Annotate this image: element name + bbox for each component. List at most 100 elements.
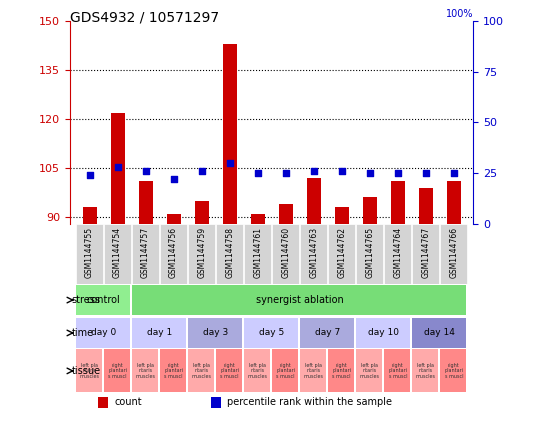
Text: GSM1144764: GSM1144764 bbox=[393, 227, 402, 277]
Text: GDS4932 / 10571297: GDS4932 / 10571297 bbox=[70, 11, 219, 25]
Text: count: count bbox=[114, 397, 142, 407]
Text: GSM1144762: GSM1144762 bbox=[337, 227, 346, 277]
FancyBboxPatch shape bbox=[244, 318, 298, 348]
Text: left pla
ntaris
muscles: left pla ntaris muscles bbox=[192, 363, 211, 379]
Text: GSM1144765: GSM1144765 bbox=[365, 227, 374, 277]
FancyBboxPatch shape bbox=[272, 349, 298, 393]
Text: left pla
ntaris
muscles: left pla ntaris muscles bbox=[304, 363, 324, 379]
FancyBboxPatch shape bbox=[412, 318, 466, 348]
Bar bbox=[139, 181, 153, 423]
Text: GSM1144758: GSM1144758 bbox=[225, 227, 234, 277]
Text: day 10: day 10 bbox=[369, 328, 399, 338]
FancyBboxPatch shape bbox=[132, 223, 159, 283]
Text: GSM1144761: GSM1144761 bbox=[253, 227, 262, 277]
Text: day 3: day 3 bbox=[203, 328, 228, 338]
Point bbox=[337, 168, 346, 174]
Point bbox=[169, 176, 178, 182]
Text: tissue: tissue bbox=[72, 366, 101, 376]
Text: day 5: day 5 bbox=[259, 328, 284, 338]
Text: control: control bbox=[87, 295, 121, 305]
Point bbox=[421, 170, 430, 176]
FancyBboxPatch shape bbox=[216, 223, 243, 283]
Text: GSM1144760: GSM1144760 bbox=[281, 227, 290, 277]
Text: left pla
ntaris
muscles: left pla ntaris muscles bbox=[136, 363, 155, 379]
Text: left pla
ntaris
muscles: left pla ntaris muscles bbox=[360, 363, 380, 379]
FancyBboxPatch shape bbox=[412, 223, 439, 283]
FancyBboxPatch shape bbox=[441, 223, 468, 283]
Text: GSM1144757: GSM1144757 bbox=[141, 227, 150, 277]
FancyBboxPatch shape bbox=[300, 318, 355, 348]
Text: day 7: day 7 bbox=[315, 328, 341, 338]
FancyBboxPatch shape bbox=[328, 223, 355, 283]
Text: percentile rank within the sample: percentile rank within the sample bbox=[227, 397, 392, 407]
Text: time: time bbox=[72, 328, 94, 338]
Text: right
plantari
s muscl: right plantari s muscl bbox=[276, 363, 295, 379]
FancyBboxPatch shape bbox=[132, 349, 158, 393]
FancyBboxPatch shape bbox=[356, 223, 383, 283]
FancyBboxPatch shape bbox=[103, 349, 130, 393]
Bar bbox=[279, 204, 293, 423]
Point bbox=[225, 159, 234, 166]
FancyBboxPatch shape bbox=[216, 349, 242, 393]
Bar bbox=[98, 397, 108, 408]
Text: GSM1144754: GSM1144754 bbox=[113, 227, 122, 277]
FancyBboxPatch shape bbox=[188, 349, 214, 393]
FancyBboxPatch shape bbox=[132, 285, 466, 315]
Text: right
plantari
s muscl: right plantari s muscl bbox=[332, 363, 351, 379]
Bar bbox=[447, 181, 461, 423]
Point bbox=[281, 170, 290, 176]
FancyBboxPatch shape bbox=[244, 223, 271, 283]
Bar bbox=[419, 188, 433, 423]
Text: left pla
ntaris
muscles: left pla ntaris muscles bbox=[80, 363, 100, 379]
Text: right
plantari
s muscl: right plantari s muscl bbox=[220, 363, 239, 379]
Bar bbox=[82, 207, 96, 423]
Text: GSM1144763: GSM1144763 bbox=[309, 227, 318, 277]
Text: right
plantari
s muscl: right plantari s muscl bbox=[108, 363, 127, 379]
Bar bbox=[211, 397, 221, 408]
Point bbox=[365, 170, 374, 176]
Text: stress: stress bbox=[72, 295, 101, 305]
Point bbox=[253, 170, 262, 176]
Text: day 1: day 1 bbox=[147, 328, 172, 338]
FancyBboxPatch shape bbox=[440, 349, 466, 393]
FancyBboxPatch shape bbox=[272, 223, 299, 283]
Bar bbox=[195, 201, 209, 423]
FancyBboxPatch shape bbox=[75, 318, 130, 348]
Text: right
plantari
s muscl: right plantari s muscl bbox=[444, 363, 463, 379]
Bar bbox=[111, 113, 125, 423]
FancyBboxPatch shape bbox=[300, 223, 327, 283]
Bar bbox=[307, 178, 321, 423]
FancyBboxPatch shape bbox=[160, 223, 187, 283]
FancyBboxPatch shape bbox=[356, 318, 410, 348]
Text: right
plantari
s muscl: right plantari s muscl bbox=[164, 363, 183, 379]
Text: synergist ablation: synergist ablation bbox=[256, 295, 344, 305]
Text: day 14: day 14 bbox=[424, 328, 455, 338]
FancyBboxPatch shape bbox=[160, 349, 186, 393]
Text: right
plantari
s muscl: right plantari s muscl bbox=[388, 363, 407, 379]
Bar bbox=[391, 181, 405, 423]
FancyBboxPatch shape bbox=[384, 223, 411, 283]
Text: left pla
ntaris
muscles: left pla ntaris muscles bbox=[416, 363, 436, 379]
Point bbox=[197, 168, 206, 174]
Text: 100%: 100% bbox=[446, 9, 473, 19]
FancyBboxPatch shape bbox=[244, 349, 270, 393]
FancyBboxPatch shape bbox=[188, 223, 215, 283]
Bar bbox=[335, 207, 349, 423]
Point bbox=[309, 168, 318, 174]
FancyBboxPatch shape bbox=[75, 285, 130, 315]
Bar bbox=[223, 44, 237, 423]
Text: left pla
ntaris
muscles: left pla ntaris muscles bbox=[247, 363, 268, 379]
FancyBboxPatch shape bbox=[75, 349, 102, 393]
Point bbox=[141, 168, 150, 174]
FancyBboxPatch shape bbox=[356, 349, 383, 393]
Bar bbox=[363, 198, 377, 423]
Text: GSM1144767: GSM1144767 bbox=[421, 227, 430, 277]
FancyBboxPatch shape bbox=[328, 349, 355, 393]
Point bbox=[393, 170, 402, 176]
FancyBboxPatch shape bbox=[132, 318, 186, 348]
Text: GSM1144756: GSM1144756 bbox=[169, 227, 178, 277]
FancyBboxPatch shape bbox=[188, 318, 242, 348]
Point bbox=[450, 170, 458, 176]
FancyBboxPatch shape bbox=[104, 223, 131, 283]
Text: GSM1144755: GSM1144755 bbox=[85, 227, 94, 277]
